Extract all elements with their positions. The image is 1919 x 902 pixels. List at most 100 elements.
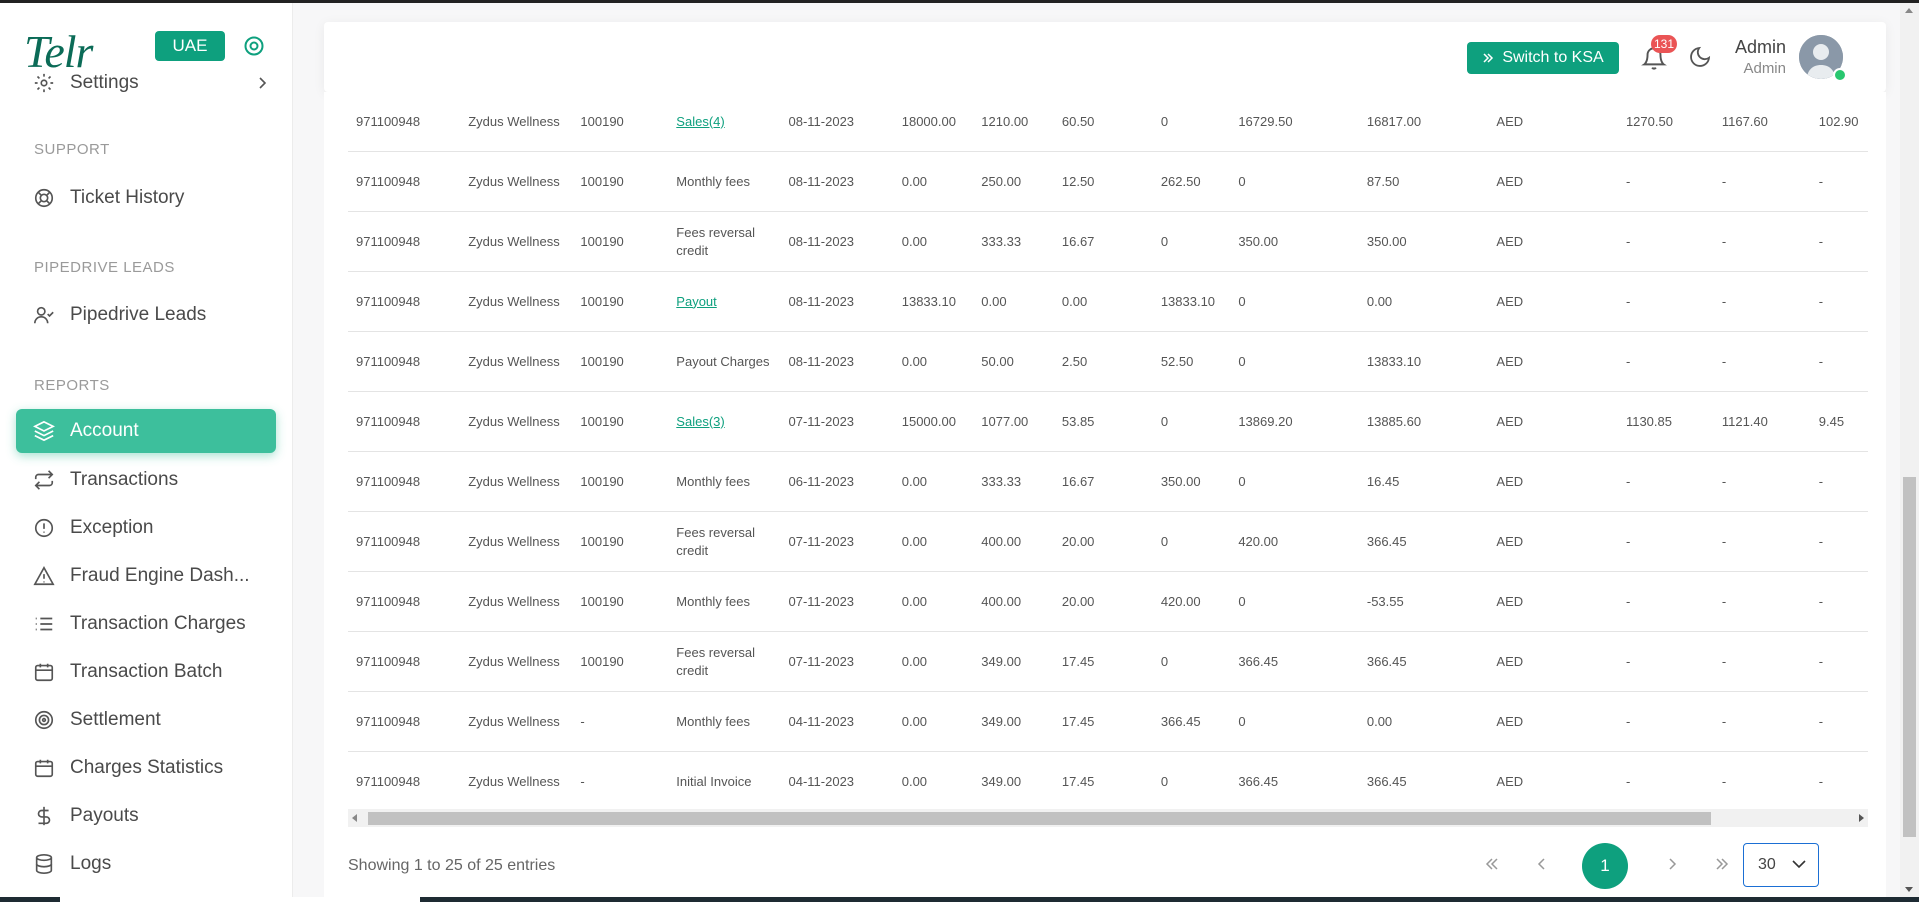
scroll-down-arrow-icon[interactable] <box>1905 887 1913 892</box>
table-cell: 366.45 <box>1358 751 1489 812</box>
country-button[interactable]: UAE <box>155 31 225 61</box>
sidebar-item-exception[interactable]: Exception <box>16 506 276 550</box>
table-row: 971100948 Zydus Wellness 100190 Fees revers… <box>348 631 1868 692</box>
transaction-type-link[interactable]: Sales(4) <box>676 113 725 129</box>
sidebar-item-payouts[interactable]: Payouts <box>16 794 276 838</box>
switch-to-ksa-button[interactable]: Switch to KSA <box>1467 42 1619 74</box>
table-cell: 100190 <box>572 571 669 632</box>
account-table-card: 971100948 Zydus Wellness 100190 Sales(4) 08-… <box>324 92 1886 897</box>
table-row: 971100948 Zydus Wellness 100190 Monthly fee… <box>348 151 1868 212</box>
table-cell: AED <box>1488 511 1618 572</box>
sidebar-item-fraud-engine[interactable]: Fraud Engine Dash... <box>16 554 276 598</box>
table-cell: - <box>1713 151 1811 212</box>
page-size-select[interactable]: 30 <box>1743 843 1819 887</box>
table-cell: - <box>1713 271 1811 332</box>
table-cell: - <box>1713 571 1811 632</box>
sidebar-item-account[interactable]: Account <box>16 409 276 453</box>
user-name[interactable]: Admin <box>1734 37 1786 57</box>
next-page-button[interactable] <box>1657 844 1687 884</box>
table-cell: - <box>1617 691 1714 752</box>
table-cell: 08-11-2023 <box>780 211 894 272</box>
sidebar-item-settlement[interactable]: Settlement <box>16 698 276 742</box>
table-cell: Zydus Wellness <box>460 631 573 692</box>
table-cell: 1167.60 <box>1713 92 1811 152</box>
table-cell: - <box>1810 751 1868 812</box>
sidebar-item-transaction-batch[interactable]: Transaction Batch <box>16 650 276 694</box>
table-cell: 16.67 <box>1053 211 1153 272</box>
table-cell: - <box>1810 211 1868 272</box>
vertical-scrollbar[interactable] <box>1900 3 1919 897</box>
table-cell: 16817.00 <box>1358 92 1489 152</box>
scroll-left-arrow-icon[interactable] <box>352 814 357 822</box>
table-cell: - <box>1810 331 1868 392</box>
table-cell: 102.90 <box>1810 92 1868 152</box>
last-page-button[interactable] <box>1707 844 1737 884</box>
table-cell: AED <box>1488 631 1618 692</box>
entries-info: Showing 1 to 25 of 25 entries <box>348 857 556 874</box>
table-cell: 971100948 <box>348 451 461 512</box>
table-cell: 52.50 <box>1152 331 1231 392</box>
table-cell: 0.00 <box>893 691 974 752</box>
table-cell: - <box>1617 271 1714 332</box>
table-cell: - <box>1713 211 1811 272</box>
table-cell: 971100948 <box>348 391 461 452</box>
first-page-button[interactable] <box>1477 844 1507 884</box>
table-cell: - <box>1617 751 1714 812</box>
previous-page-button[interactable] <box>1527 844 1557 884</box>
sidebar-item-charges-statistics[interactable]: Charges Statistics <box>16 746 276 790</box>
sidebar-item-transaction-charges[interactable]: Transaction Charges <box>16 602 276 646</box>
lifebuoy-icon <box>32 186 56 210</box>
alert-triangle-icon <box>32 564 56 588</box>
scroll-right-arrow-icon[interactable] <box>1859 814 1864 822</box>
table-cell: 100190 <box>572 331 669 392</box>
sidebar-item-settings[interactable]: Settings <box>16 61 276 105</box>
moon-icon[interactable] <box>1688 45 1712 69</box>
table-cell: 971100948 <box>348 751 461 812</box>
table-cell: 400.00 <box>973 511 1054 572</box>
table-cell: AED <box>1488 211 1618 272</box>
sidebar-item-transactions[interactable]: Transactions <box>16 458 276 502</box>
table-cell: 366.45 <box>1152 691 1231 752</box>
table-cell: 971100948 <box>348 691 461 752</box>
table-cell: Monthly fees <box>668 571 781 632</box>
table-cell: 07-11-2023 <box>780 511 894 572</box>
sidebar-item-ticket-history[interactable]: Ticket History <box>16 176 276 220</box>
table-cell: Payout Charges <box>668 331 781 392</box>
table-cell: 366.45 <box>1358 511 1489 572</box>
sidebar-item-pipedrive-leads[interactable]: Pipedrive Leads <box>16 293 276 337</box>
table-cell: 0 <box>1230 151 1359 212</box>
table-cell: - <box>1810 631 1868 692</box>
telr-logo[interactable]: Telr <box>24 26 93 77</box>
table-cell: - <box>572 691 669 752</box>
table-cell: 0 <box>1152 391 1231 452</box>
table-cell: 333.33 <box>973 451 1054 512</box>
table-cell: Monthly fees <box>668 151 781 212</box>
table-cell: Zydus Wellness <box>460 571 573 632</box>
window-top-border <box>0 0 1919 3</box>
table-cell: 366.45 <box>1230 631 1359 692</box>
transaction-type-link[interactable]: Sales(3) <box>676 413 725 429</box>
table-cell: - <box>1617 511 1714 572</box>
table-cell: - <box>1713 511 1811 572</box>
table-cell: 350.00 <box>1152 451 1231 512</box>
user-check-icon <box>32 303 56 327</box>
horizontal-scrollbar-thumb[interactable] <box>368 812 1711 825</box>
horizontal-scrollbar[interactable] <box>348 809 1868 827</box>
repeat-icon <box>32 468 56 492</box>
page-button-current[interactable]: 1 <box>1582 843 1628 889</box>
sidebar-item-label: Fraud Engine Dash... <box>70 565 250 586</box>
table-cell: 250.00 <box>973 151 1054 212</box>
table-cell: Zydus Wellness <box>460 511 573 572</box>
vertical-scrollbar-thumb[interactable] <box>1903 477 1916 837</box>
table-cell: - <box>1810 511 1868 572</box>
table-cell: - <box>1713 631 1811 692</box>
table-cell: AED <box>1488 331 1618 392</box>
sidebar-item-logs[interactable]: Logs <box>16 842 276 886</box>
table-cell: - <box>1810 691 1868 752</box>
transaction-type-link[interactable]: Payout <box>676 293 717 309</box>
top-header <box>324 22 1886 92</box>
target-icon[interactable] <box>243 35 265 57</box>
table-cell: 04-11-2023 <box>780 691 894 752</box>
table-cell: 0 <box>1230 691 1359 752</box>
scroll-up-arrow-icon[interactable] <box>1905 8 1913 13</box>
